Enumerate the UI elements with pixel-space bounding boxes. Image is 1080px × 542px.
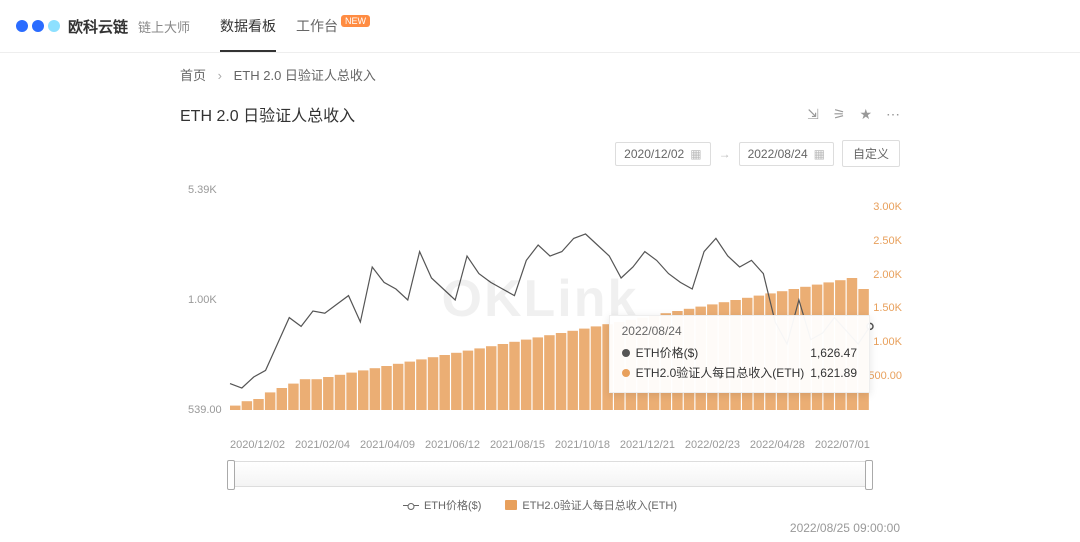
x-label: 2022/02/23 [685,439,740,451]
logo-dot-2 [32,20,44,32]
page-title: ETH 2.0 日验证人总收入 [180,102,355,126]
tooltip-dot-2 [622,369,630,377]
logo[interactable]: 欧科云链 链上大师 [16,16,190,37]
tab-workbench-label: 工作台 [296,18,338,34]
tooltip-label-1: ETH价格($) [636,344,699,361]
x-label: 2022/07/01 [815,439,870,451]
brush-handle-left[interactable] [227,460,235,490]
legend-bar[interactable]: ETH2.0验证人每日总收入(ETH) [505,497,677,513]
tooltip-date: 2022/08/24 [622,324,857,338]
tab-dashboard[interactable]: 数据看板 [220,10,276,42]
more-icon[interactable]: ⋯ [886,106,900,123]
brush-handle-right[interactable] [865,460,873,490]
x-label: 2021/08/15 [490,439,545,451]
tab-workbench[interactable]: 工作台NEW [296,10,370,42]
header: 欧科云链 链上大师 数据看板 工作台NEW [0,0,1080,53]
timestamp: 2022/08/25 09:00:00 [0,521,1080,535]
legend-bar-label: ETH2.0验证人每日总收入(ETH) [522,497,677,513]
tooltip-label-2: ETH2.0验证人每日总收入(ETH) [636,364,805,381]
title-row: ETH 2.0 日验证人总收入 ⇲ ⚞ ★ ⋯ [180,96,900,140]
x-label: 2021/10/18 [555,439,610,451]
x-axis-labels: 2020/12/02 2021/02/04 2021/04/09 2021/06/12… [180,435,900,451]
nav-tabs: 数据看板 工作台NEW [220,10,370,42]
brush[interactable] [230,461,870,487]
chart-svg[interactable] [180,175,900,435]
settings-icon[interactable]: ⚞ [833,106,846,123]
toolbar-icons: ⇲ ⚞ ★ ⋯ [807,106,900,123]
breadcrumb-sep: › [218,68,222,83]
date-row: 2020/12/02 ▦ → 2022/08/24 ▦ 自定义 [180,140,900,167]
tooltip-val-2: 1,621.89 [810,366,857,380]
legend: ETH价格($) ETH2.0验证人每日总收入(ETH) [180,497,900,513]
brand-sub: 链上大师 [138,17,190,36]
x-label: 2021/06/12 [425,439,480,451]
breadcrumb: 首页 › ETH 2.0 日验证人总收入 [0,53,1080,96]
tooltip-row-2: ETH2.0验证人每日总收入(ETH) 1,621.89 [622,364,857,381]
legend-bar-icon [505,500,517,510]
main: ETH 2.0 日验证人总收入 ⇲ ⚞ ★ ⋯ 2020/12/02 ▦ → 2… [0,96,1080,513]
calendar-icon: ▦ [814,147,825,161]
chart-area: OKLink 539.001.00K5.39K 500.001.00K1.50K… [180,175,900,435]
date-end[interactable]: 2022/08/24 ▦ [739,142,834,166]
x-label: 2021/04/09 [360,439,415,451]
legend-line-label: ETH价格($) [424,497,481,513]
calendar-icon: ▦ [690,147,701,161]
tooltip: 2022/08/24 ETH价格($) 1,626.47 ETH2.0验证人每日… [609,315,870,393]
custom-button[interactable]: 自定义 [842,140,900,167]
x-label: 2020/12/02 [230,439,285,451]
tooltip-val-1: 1,626.47 [810,346,857,360]
x-label: 2021/02/04 [295,439,350,451]
legend-line[interactable]: ETH价格($) [403,497,481,513]
legend-line-icon [403,505,419,506]
logo-dot-3 [48,20,60,32]
breadcrumb-home[interactable]: 首页 [180,68,206,83]
brand-name: 欧科云链 [68,16,128,37]
x-label: 2021/12/21 [620,439,675,451]
tooltip-dot-1 [622,349,630,357]
share-icon[interactable]: ⇲ [807,106,819,123]
new-badge: NEW [341,15,370,27]
breadcrumb-page: ETH 2.0 日验证人总收入 [234,68,376,83]
tooltip-row-1: ETH价格($) 1,626.47 [622,344,857,361]
star-icon[interactable]: ★ [859,106,872,123]
date-start[interactable]: 2020/12/02 ▦ [615,142,710,166]
date-start-value: 2020/12/02 [624,147,684,161]
logo-dot-1 [16,20,28,32]
date-end-value: 2022/08/24 [748,147,808,161]
x-label: 2022/04/28 [750,439,805,451]
date-arrow: → [719,147,731,161]
